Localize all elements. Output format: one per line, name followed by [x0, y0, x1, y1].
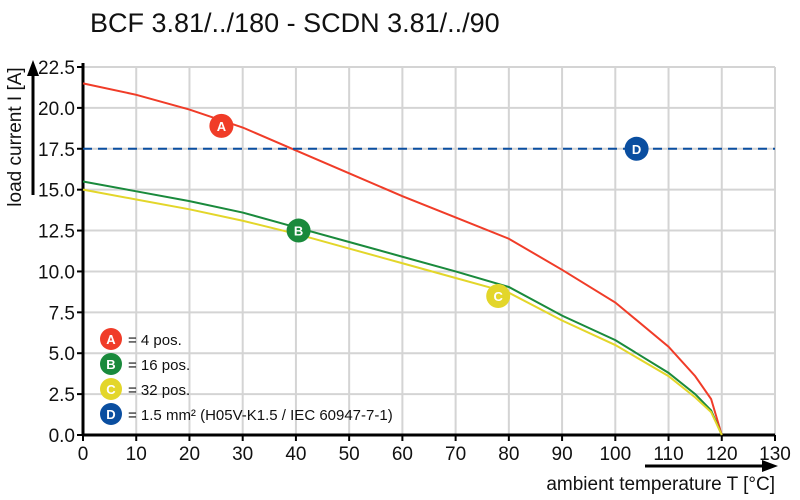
x-tick-label: 80 [498, 444, 519, 465]
x-tick-label: 90 [552, 444, 573, 465]
y-tick-label: 7.5 [49, 303, 75, 324]
x-tick-label: 20 [179, 444, 200, 465]
series-line-B [82, 180, 723, 436]
legend-marker-B [100, 353, 122, 375]
legend-marker-A [100, 328, 122, 350]
legend-marker-label: B [106, 357, 115, 372]
legend-marker-C [100, 378, 122, 400]
legend-marker-label: A [106, 332, 116, 347]
series-line-C [82, 188, 723, 436]
chart-title: BCF 3.81/../180 - SCDN 3.81/../90 [90, 8, 500, 38]
y-arrow-head [27, 60, 39, 76]
series-marker-label: B [294, 224, 303, 239]
y-tick-label: 0.0 [49, 426, 75, 447]
legend-marker-D [100, 403, 122, 425]
x-tick-label: 10 [126, 444, 147, 465]
y-tick-label: 10.0 [38, 262, 75, 283]
x-tick-label: 130 [759, 444, 791, 465]
y-tick-label: 17.5 [38, 140, 75, 161]
legend-marker-label: C [106, 382, 116, 397]
x-tick-label: 30 [232, 444, 253, 465]
x-tick-label: 70 [445, 444, 466, 465]
y-tick-label: 15.0 [38, 181, 75, 202]
legend-entry: = 4 pos. [128, 332, 182, 349]
legend-entry: = 32 pos. [128, 382, 190, 399]
y-axis-label: load current I [A] [5, 67, 26, 206]
y-tick-label: 22.5 [38, 58, 75, 79]
series-marker-C [486, 283, 511, 308]
x-tick-label: 50 [339, 444, 360, 465]
x-tick-label: 40 [285, 444, 306, 465]
x-tick-label: 120 [706, 444, 738, 465]
legend-entry: = 16 pos. [128, 357, 190, 374]
series-marker-D [624, 136, 649, 161]
x-tick-label: 60 [392, 444, 413, 465]
y-tick-label: 12.5 [38, 222, 75, 243]
series-marker-label: A [217, 119, 227, 134]
y-tick-label: 20.0 [38, 99, 75, 120]
x-arrow-head [762, 460, 778, 472]
x-axis-label: ambient temperature T [°C] [546, 474, 775, 495]
y-tick-label: 5.0 [49, 344, 75, 365]
legend-entry: = 1.5 mm² (H05V-K1.5 / IEC 60947-7-1) [128, 407, 393, 424]
x-tick-label: 0 [78, 444, 89, 465]
series-marker-label: D [632, 142, 641, 157]
series-line-A [82, 82, 723, 436]
series-marker-A [209, 113, 234, 138]
y-tick-label: 2.5 [49, 385, 75, 406]
legend-marker-label: D [106, 407, 115, 422]
x-tick-label: 100 [599, 444, 631, 465]
x-tick-label: 110 [653, 444, 683, 465]
series-marker-label: C [494, 289, 504, 304]
series-marker-B [286, 218, 311, 243]
